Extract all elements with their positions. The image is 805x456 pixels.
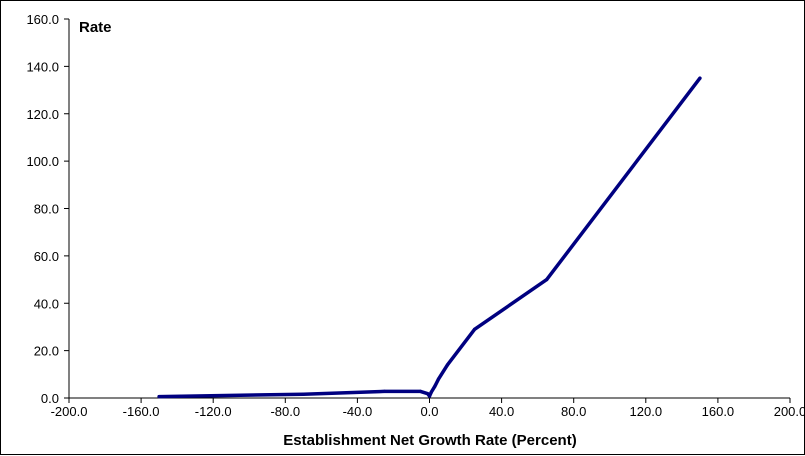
y-axis: 0.0 20.0 40.0 60.0 80.0 100.0 120.0 140.0 160.0 bbox=[26, 12, 70, 406]
x-tick-label: -80.0 bbox=[270, 404, 300, 419]
data-point bbox=[426, 392, 430, 396]
data-point bbox=[429, 390, 433, 394]
y-tick-label: 0.0 bbox=[41, 391, 59, 406]
y-tick-label: 60.0 bbox=[34, 249, 59, 264]
y-tick-label: 40.0 bbox=[34, 296, 59, 311]
y-tick-label: 120.0 bbox=[26, 107, 59, 122]
data-point bbox=[433, 384, 437, 388]
data-point bbox=[382, 389, 387, 393]
data-point bbox=[157, 394, 161, 399]
data-point bbox=[427, 394, 432, 398]
data-point bbox=[545, 277, 549, 282]
data-point bbox=[301, 392, 305, 396]
y-tick-label: 80.0 bbox=[34, 202, 59, 217]
data-point bbox=[436, 377, 441, 381]
x-tick-label: 200.0 bbox=[774, 404, 805, 419]
x-tick-label: 160.0 bbox=[702, 404, 735, 419]
y-tick-label: 20.0 bbox=[34, 344, 59, 359]
x-tick-label: 0.0 bbox=[420, 404, 438, 419]
x-axis: -200.0 -160.0 -120.0 -80.0 -40.0 0.0 40.0 80.0 1… bbox=[51, 397, 805, 419]
x-tick-label: 80.0 bbox=[561, 404, 586, 419]
y-axis-title: Rate bbox=[79, 19, 112, 36]
data-point bbox=[698, 76, 702, 80]
series-layer bbox=[157, 76, 702, 399]
x-tick-label: 120.0 bbox=[630, 404, 663, 419]
series-line bbox=[157, 76, 702, 399]
x-tick-label: 40.0 bbox=[489, 404, 514, 419]
x-tick-label: -40.0 bbox=[343, 404, 373, 419]
data-point bbox=[445, 363, 450, 367]
x-tick-label: -200.0 bbox=[51, 404, 88, 419]
y-tick-label: 160.0 bbox=[26, 12, 59, 27]
data-point bbox=[418, 389, 423, 393]
y-tick-label: 100.0 bbox=[26, 154, 59, 169]
x-axis-title: Establishment Net Growth Rate (Percent) bbox=[283, 432, 576, 449]
x-tick-label: -160.0 bbox=[123, 404, 160, 419]
data-point bbox=[472, 327, 477, 331]
x-tick-label: -120.0 bbox=[195, 404, 232, 419]
y-tick-label: 140.0 bbox=[26, 59, 59, 74]
